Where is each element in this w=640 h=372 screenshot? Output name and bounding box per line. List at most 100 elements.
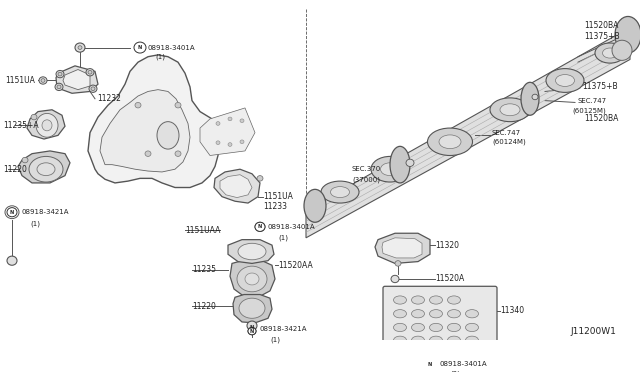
Circle shape xyxy=(255,222,265,231)
Circle shape xyxy=(228,117,232,121)
Text: 11340: 11340 xyxy=(500,307,524,315)
Circle shape xyxy=(395,261,401,266)
Polygon shape xyxy=(382,238,422,258)
Ellipse shape xyxy=(37,163,55,176)
Text: 11520A: 11520A xyxy=(435,275,464,283)
Circle shape xyxy=(55,83,63,90)
Ellipse shape xyxy=(429,310,442,318)
Text: (60124M): (60124M) xyxy=(492,138,525,145)
Ellipse shape xyxy=(595,43,625,63)
Circle shape xyxy=(78,46,82,49)
Ellipse shape xyxy=(412,323,424,331)
Text: 11320: 11320 xyxy=(435,241,459,250)
Polygon shape xyxy=(63,70,90,90)
Ellipse shape xyxy=(429,323,442,331)
Circle shape xyxy=(22,157,28,163)
Text: 11232: 11232 xyxy=(97,94,121,103)
Circle shape xyxy=(56,70,64,78)
Polygon shape xyxy=(214,169,260,203)
Text: (1): (1) xyxy=(30,221,40,227)
Ellipse shape xyxy=(238,243,266,260)
Text: (1): (1) xyxy=(278,235,288,241)
Ellipse shape xyxy=(412,310,424,318)
Ellipse shape xyxy=(465,336,479,344)
Ellipse shape xyxy=(602,48,618,58)
Circle shape xyxy=(216,122,220,125)
Ellipse shape xyxy=(490,98,530,122)
Ellipse shape xyxy=(447,323,461,331)
Text: N: N xyxy=(250,325,254,330)
Ellipse shape xyxy=(465,310,479,318)
Ellipse shape xyxy=(500,104,520,116)
Circle shape xyxy=(248,327,256,335)
Ellipse shape xyxy=(412,296,424,304)
Ellipse shape xyxy=(394,336,406,344)
Text: (60125M): (60125M) xyxy=(572,108,605,114)
Polygon shape xyxy=(56,66,98,93)
Circle shape xyxy=(7,208,17,217)
Text: 1151UAA: 1151UAA xyxy=(185,226,220,235)
Ellipse shape xyxy=(556,74,575,86)
Text: 08918-3401A: 08918-3401A xyxy=(440,361,488,367)
Ellipse shape xyxy=(394,323,406,331)
Ellipse shape xyxy=(330,187,349,198)
Ellipse shape xyxy=(465,323,479,331)
Ellipse shape xyxy=(394,296,406,304)
Text: 11220: 11220 xyxy=(192,302,216,311)
Ellipse shape xyxy=(394,310,406,318)
Ellipse shape xyxy=(157,122,179,149)
Circle shape xyxy=(5,206,19,219)
Circle shape xyxy=(58,72,62,76)
Text: 11375+B: 11375+B xyxy=(584,32,620,41)
Circle shape xyxy=(41,78,45,82)
Circle shape xyxy=(175,102,181,108)
Ellipse shape xyxy=(447,310,461,318)
Ellipse shape xyxy=(546,68,584,92)
FancyBboxPatch shape xyxy=(383,286,497,354)
Text: SEC.747: SEC.747 xyxy=(492,129,521,136)
Polygon shape xyxy=(100,90,190,172)
Text: N: N xyxy=(258,224,262,230)
Ellipse shape xyxy=(371,156,409,182)
Circle shape xyxy=(425,359,435,369)
Polygon shape xyxy=(88,55,220,187)
Ellipse shape xyxy=(412,336,424,344)
Polygon shape xyxy=(228,240,274,263)
Ellipse shape xyxy=(381,163,399,176)
Circle shape xyxy=(248,327,256,335)
Polygon shape xyxy=(200,108,255,155)
Ellipse shape xyxy=(447,296,461,304)
Text: N: N xyxy=(10,210,14,215)
Circle shape xyxy=(31,114,37,120)
Text: 08918-3401A: 08918-3401A xyxy=(148,45,196,51)
Ellipse shape xyxy=(390,146,410,183)
Text: 11233: 11233 xyxy=(263,202,287,211)
Text: (2): (2) xyxy=(450,371,460,372)
Circle shape xyxy=(406,159,414,167)
Circle shape xyxy=(39,77,47,84)
Circle shape xyxy=(247,321,257,330)
Circle shape xyxy=(57,85,61,89)
Circle shape xyxy=(134,42,146,53)
Text: 11520BA: 11520BA xyxy=(584,21,618,30)
Ellipse shape xyxy=(245,273,259,285)
Ellipse shape xyxy=(42,120,52,131)
Circle shape xyxy=(216,141,220,144)
Circle shape xyxy=(89,85,97,92)
Ellipse shape xyxy=(429,296,442,304)
Ellipse shape xyxy=(428,128,472,155)
Circle shape xyxy=(391,275,399,283)
Text: 11220: 11220 xyxy=(3,165,27,174)
Circle shape xyxy=(145,151,151,156)
Text: 11235+A: 11235+A xyxy=(3,121,38,130)
Text: 11520AA: 11520AA xyxy=(278,261,313,270)
Text: 1151UA: 1151UA xyxy=(5,76,35,85)
Text: 08918-3421A: 08918-3421A xyxy=(260,326,307,332)
Text: J11200W1: J11200W1 xyxy=(570,327,616,336)
Circle shape xyxy=(7,256,17,265)
Text: SEC.747: SEC.747 xyxy=(578,97,607,104)
Circle shape xyxy=(88,70,92,74)
Ellipse shape xyxy=(612,40,632,60)
Text: N: N xyxy=(428,362,432,366)
Text: N: N xyxy=(250,328,254,334)
